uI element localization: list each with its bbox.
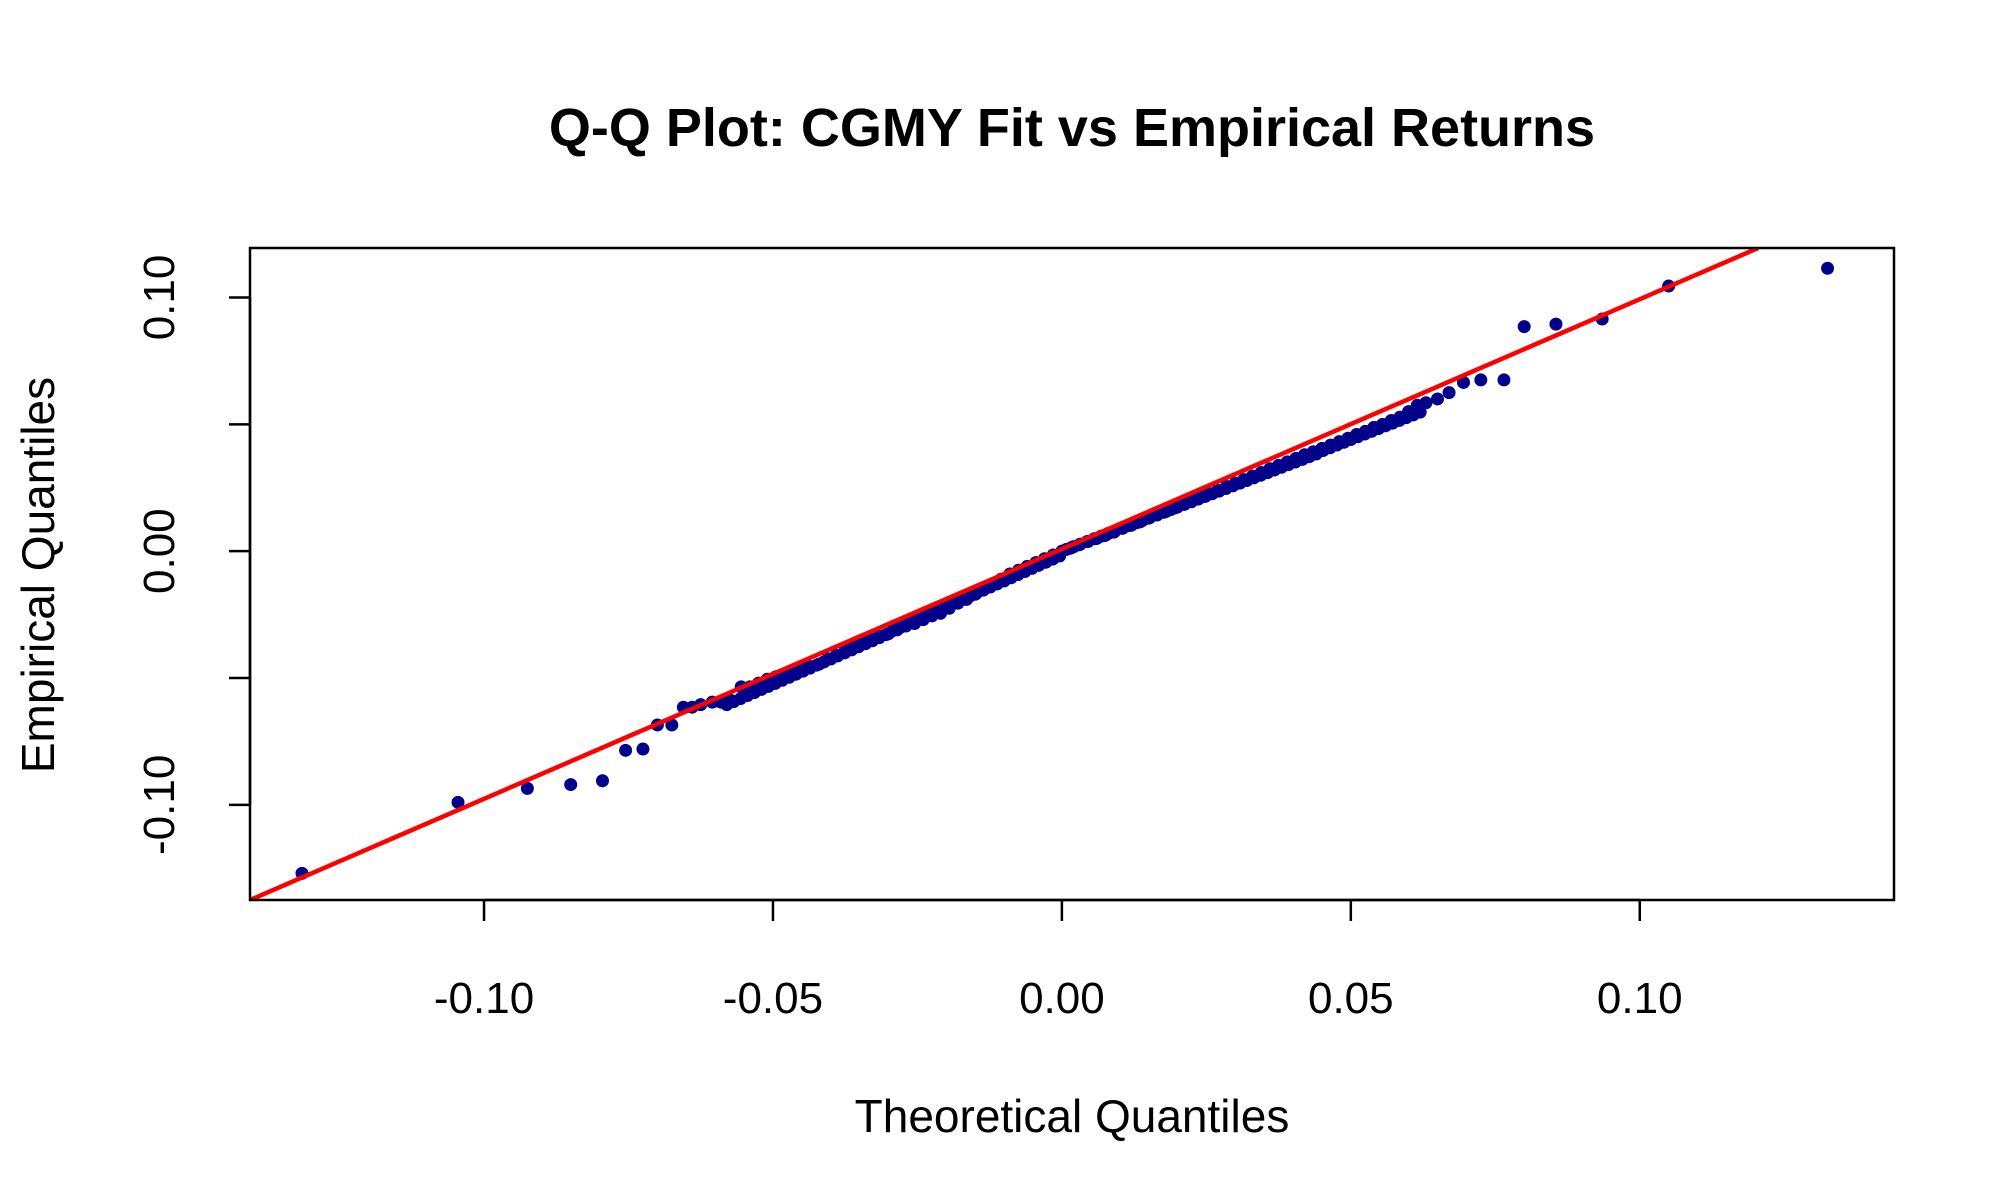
x-axis-title: Theoretical Quantiles (855, 1090, 1290, 1142)
qq-point (451, 795, 465, 809)
y-tick-label: 0.10 (135, 255, 184, 341)
x-tick-label: -0.05 (723, 974, 823, 1023)
qq-point (1497, 373, 1511, 387)
reference-line-group (250, 248, 1760, 900)
data-points (295, 261, 1835, 880)
qq-point (1474, 373, 1488, 387)
qq-point (619, 743, 633, 757)
reference-line (250, 248, 1760, 900)
qq-point (1430, 392, 1444, 406)
x-tick-label: 0.05 (1308, 974, 1394, 1023)
y-tick-label: 0.00 (135, 508, 184, 594)
qq-point (1549, 317, 1563, 331)
qq-point (1517, 320, 1531, 334)
x-tick-label: 0.10 (1597, 974, 1683, 1023)
chart-title: Q-Q Plot: CGMY Fit vs Empirical Returns (549, 98, 1595, 158)
qq-point (1821, 261, 1835, 275)
y-tick-label: -0.10 (135, 755, 184, 855)
qq-point (665, 718, 679, 732)
y-axis: -0.10 0.00 0.10 (135, 255, 252, 855)
x-tick-label: -0.10 (434, 974, 534, 1023)
y-axis-title: Empirical Quantiles (12, 377, 64, 773)
qq-point (1419, 396, 1433, 410)
qq-point (595, 774, 609, 788)
x-tick-label: 0.00 (1019, 974, 1105, 1023)
plot-frame (248, 246, 1896, 902)
qq-point-dense (1413, 405, 1427, 419)
x-axis: -0.10 -0.05 0.00 0.05 0.10 (434, 898, 1683, 1023)
qq-point (564, 778, 578, 792)
qq-point (1442, 386, 1456, 400)
qq-point (520, 781, 534, 795)
qq-point (636, 742, 650, 756)
